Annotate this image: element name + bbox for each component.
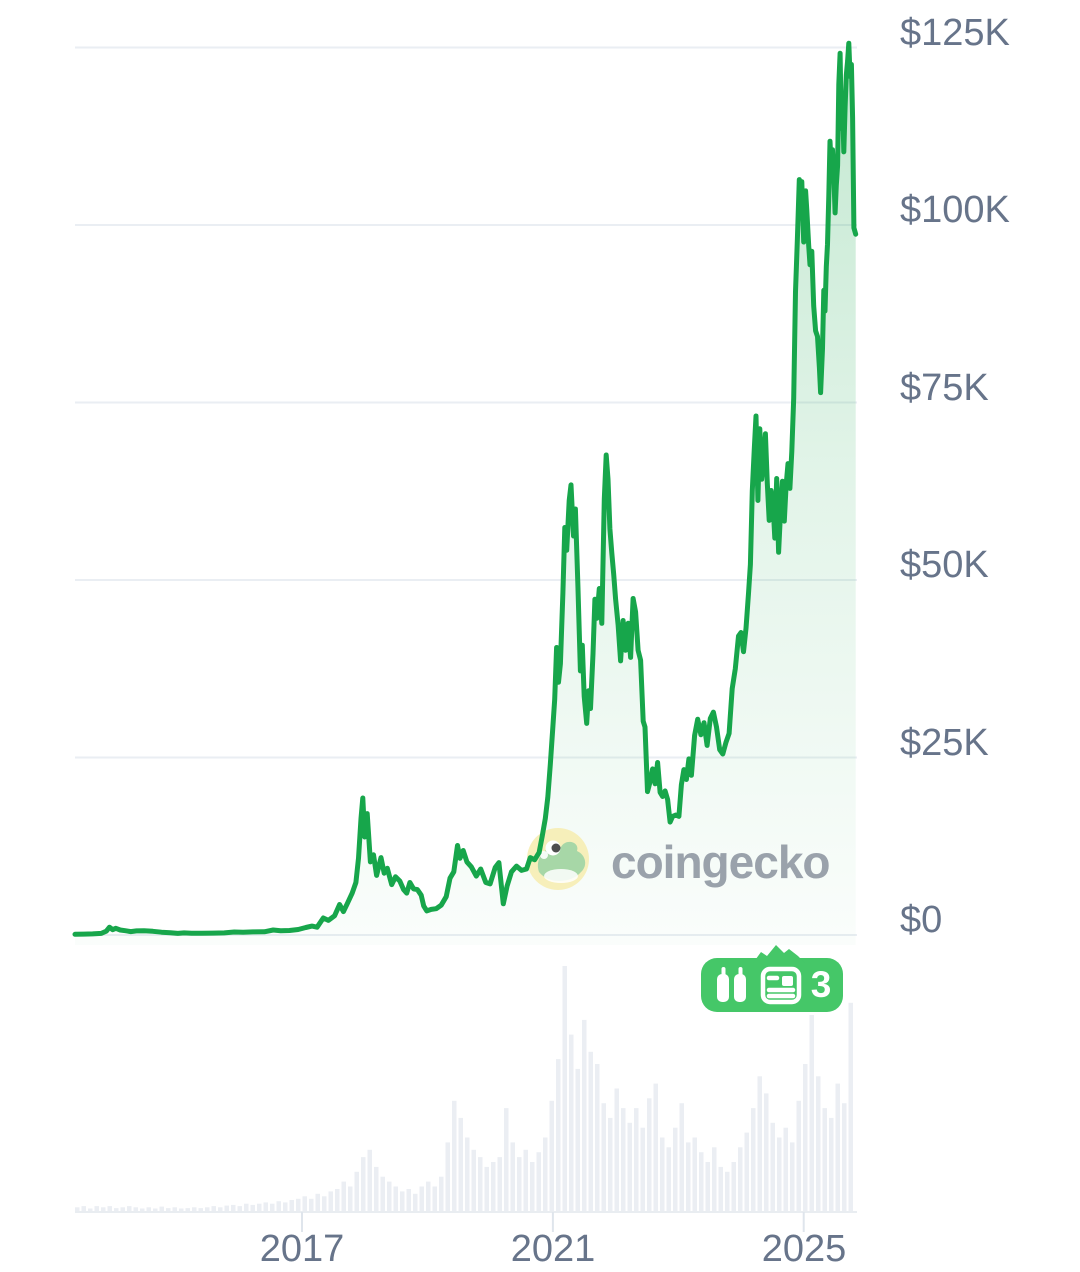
x-axis-label: 2021 — [510, 1228, 596, 1270]
coingecko-watermark: coingecko — [527, 827, 831, 891]
y-axis-label: $25K — [900, 722, 989, 764]
y-axis-label: $50K — [900, 544, 989, 586]
sparkline-icon — [753, 945, 805, 963]
news-icon — [760, 966, 801, 1005]
coingecko-wordmark: coingecko — [611, 836, 831, 888]
gecko-icon — [527, 828, 589, 890]
x-axis-label: 2017 — [259, 1228, 345, 1270]
events-badge[interactable]: 3 — [701, 945, 843, 1012]
candlestick-icon — [716, 967, 746, 1002]
badge-count: 3 — [810, 964, 832, 1005]
y-axis-label: $100K — [900, 189, 1010, 231]
y-axis-label: $75K — [900, 367, 989, 409]
y-axis-label: $0 — [900, 899, 943, 941]
y-axis-label: $125K — [900, 12, 1010, 54]
x-axis-label: 2025 — [761, 1228, 847, 1270]
